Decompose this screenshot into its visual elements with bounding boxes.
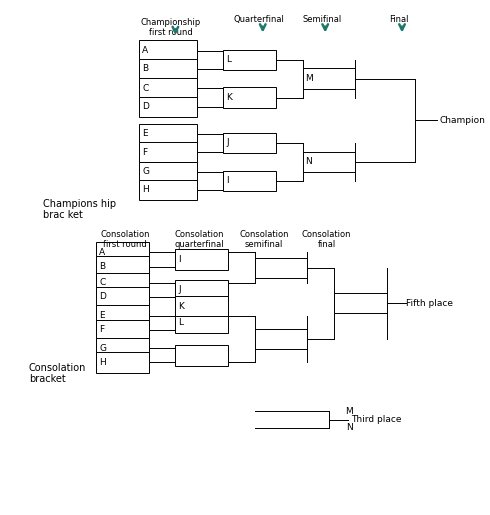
Bar — [223, 49, 276, 70]
Bar — [96, 272, 149, 293]
Bar — [96, 256, 149, 277]
Bar — [139, 124, 197, 144]
Text: D: D — [142, 102, 149, 111]
Text: M: M — [305, 74, 313, 83]
Bar — [175, 249, 228, 270]
Text: L: L — [178, 318, 183, 327]
Bar — [96, 338, 149, 358]
Text: Semifinal: Semifinal — [302, 15, 342, 24]
Text: Consolation
first round: Consolation first round — [100, 230, 150, 249]
Bar — [175, 296, 228, 316]
Text: H: H — [142, 185, 149, 194]
Bar — [175, 313, 228, 333]
Text: F: F — [99, 325, 104, 334]
Text: Consolation
final: Consolation final — [302, 230, 351, 249]
Text: I: I — [178, 255, 181, 264]
Text: I: I — [226, 176, 229, 185]
Text: B: B — [99, 262, 105, 271]
Text: K: K — [178, 302, 184, 311]
Text: F: F — [142, 147, 147, 157]
Text: Final: Final — [389, 15, 408, 24]
Text: Third place: Third place — [351, 415, 401, 424]
Bar — [139, 162, 197, 182]
Text: Fifth place: Fifth place — [406, 299, 453, 308]
Bar — [139, 180, 197, 200]
Text: Consolation
semifinal: Consolation semifinal — [240, 230, 289, 249]
Bar — [303, 152, 355, 172]
Text: D: D — [99, 293, 106, 301]
Bar — [139, 96, 197, 117]
Bar — [223, 170, 276, 191]
Bar — [139, 41, 197, 61]
Text: A: A — [142, 46, 148, 55]
Bar — [255, 329, 307, 349]
Text: G: G — [99, 344, 106, 353]
Bar — [139, 78, 197, 98]
Text: N: N — [305, 158, 312, 166]
Text: C: C — [142, 84, 148, 93]
Text: Championship
first round: Championship first round — [141, 18, 201, 37]
Text: J: J — [226, 139, 229, 147]
Bar — [96, 287, 149, 307]
Text: A: A — [99, 248, 105, 257]
Text: C: C — [99, 278, 105, 287]
Text: J: J — [178, 285, 181, 294]
Bar — [96, 305, 149, 325]
Text: L: L — [226, 55, 231, 64]
Bar — [223, 88, 276, 108]
Text: E: E — [99, 311, 105, 320]
Text: Quarterfinal: Quarterfinal — [234, 15, 285, 24]
Text: Champions hip
brac ket: Champions hip brac ket — [43, 199, 117, 220]
Text: N: N — [346, 423, 353, 432]
Bar — [96, 243, 149, 263]
Text: H: H — [99, 358, 106, 367]
Text: E: E — [142, 129, 148, 139]
Bar — [96, 352, 149, 372]
Bar — [223, 133, 276, 153]
Bar — [139, 142, 197, 162]
Text: M: M — [345, 407, 353, 416]
Bar — [175, 280, 228, 300]
Bar — [303, 68, 355, 89]
Text: K: K — [226, 93, 232, 102]
Text: Consolation
quarterfinal: Consolation quarterfinal — [174, 230, 224, 249]
Bar — [96, 320, 149, 340]
Bar — [175, 346, 228, 366]
Bar — [255, 258, 307, 278]
Bar — [334, 293, 387, 314]
Text: B: B — [142, 64, 148, 73]
Text: Consolation
bracket: Consolation bracket — [29, 363, 86, 384]
Text: G: G — [142, 167, 149, 176]
Bar — [139, 59, 197, 79]
Text: Champion: Champion — [440, 116, 486, 125]
